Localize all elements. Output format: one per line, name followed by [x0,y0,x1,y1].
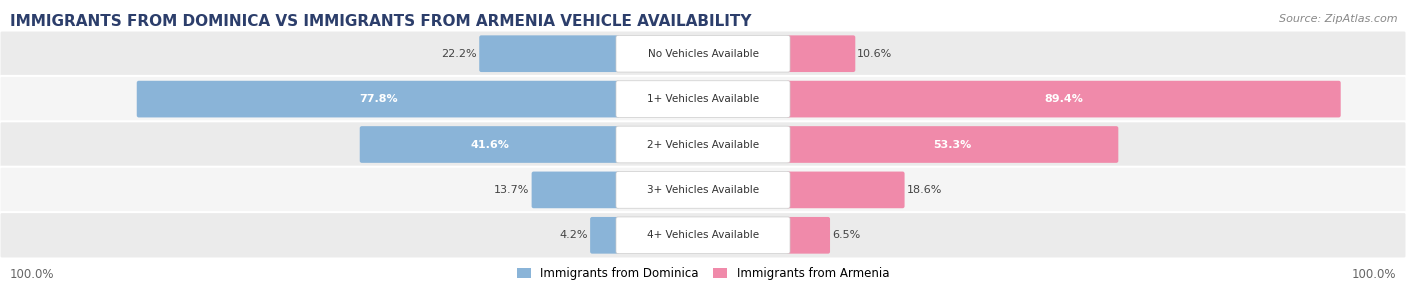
FancyBboxPatch shape [0,121,1406,168]
FancyBboxPatch shape [786,172,904,208]
Text: 2+ Vehicles Available: 2+ Vehicles Available [647,140,759,150]
Text: 10.6%: 10.6% [858,49,893,59]
FancyBboxPatch shape [0,76,1406,122]
Text: 4.2%: 4.2% [560,230,588,240]
FancyBboxPatch shape [616,35,790,72]
FancyBboxPatch shape [786,81,1341,118]
FancyBboxPatch shape [786,126,1118,163]
FancyBboxPatch shape [786,217,830,254]
FancyBboxPatch shape [0,31,1406,77]
Text: 18.6%: 18.6% [907,185,942,195]
Text: Source: ZipAtlas.com: Source: ZipAtlas.com [1279,14,1398,24]
Text: 100.0%: 100.0% [1351,267,1396,281]
Text: 3+ Vehicles Available: 3+ Vehicles Available [647,185,759,195]
Text: 77.8%: 77.8% [359,94,398,104]
FancyBboxPatch shape [0,212,1406,259]
Text: 89.4%: 89.4% [1043,94,1083,104]
FancyBboxPatch shape [616,172,790,208]
FancyBboxPatch shape [786,35,855,72]
Text: 100.0%: 100.0% [10,267,55,281]
Text: 22.2%: 22.2% [441,49,477,59]
Text: 6.5%: 6.5% [832,230,860,240]
FancyBboxPatch shape [360,126,620,163]
Text: 1+ Vehicles Available: 1+ Vehicles Available [647,94,759,104]
FancyBboxPatch shape [591,217,620,254]
FancyBboxPatch shape [136,81,620,118]
FancyBboxPatch shape [531,172,620,208]
Text: 4+ Vehicles Available: 4+ Vehicles Available [647,230,759,240]
Text: IMMIGRANTS FROM DOMINICA VS IMMIGRANTS FROM ARMENIA VEHICLE AVAILABILITY: IMMIGRANTS FROM DOMINICA VS IMMIGRANTS F… [10,14,751,29]
Text: 53.3%: 53.3% [934,140,972,150]
FancyBboxPatch shape [616,217,790,254]
Text: 41.6%: 41.6% [471,140,509,150]
FancyBboxPatch shape [616,126,790,163]
Legend: Immigrants from Dominica, Immigrants from Armenia: Immigrants from Dominica, Immigrants fro… [517,267,889,280]
FancyBboxPatch shape [479,35,620,72]
Text: 13.7%: 13.7% [495,185,530,195]
FancyBboxPatch shape [616,81,790,118]
Text: No Vehicles Available: No Vehicles Available [648,49,758,59]
FancyBboxPatch shape [0,167,1406,213]
